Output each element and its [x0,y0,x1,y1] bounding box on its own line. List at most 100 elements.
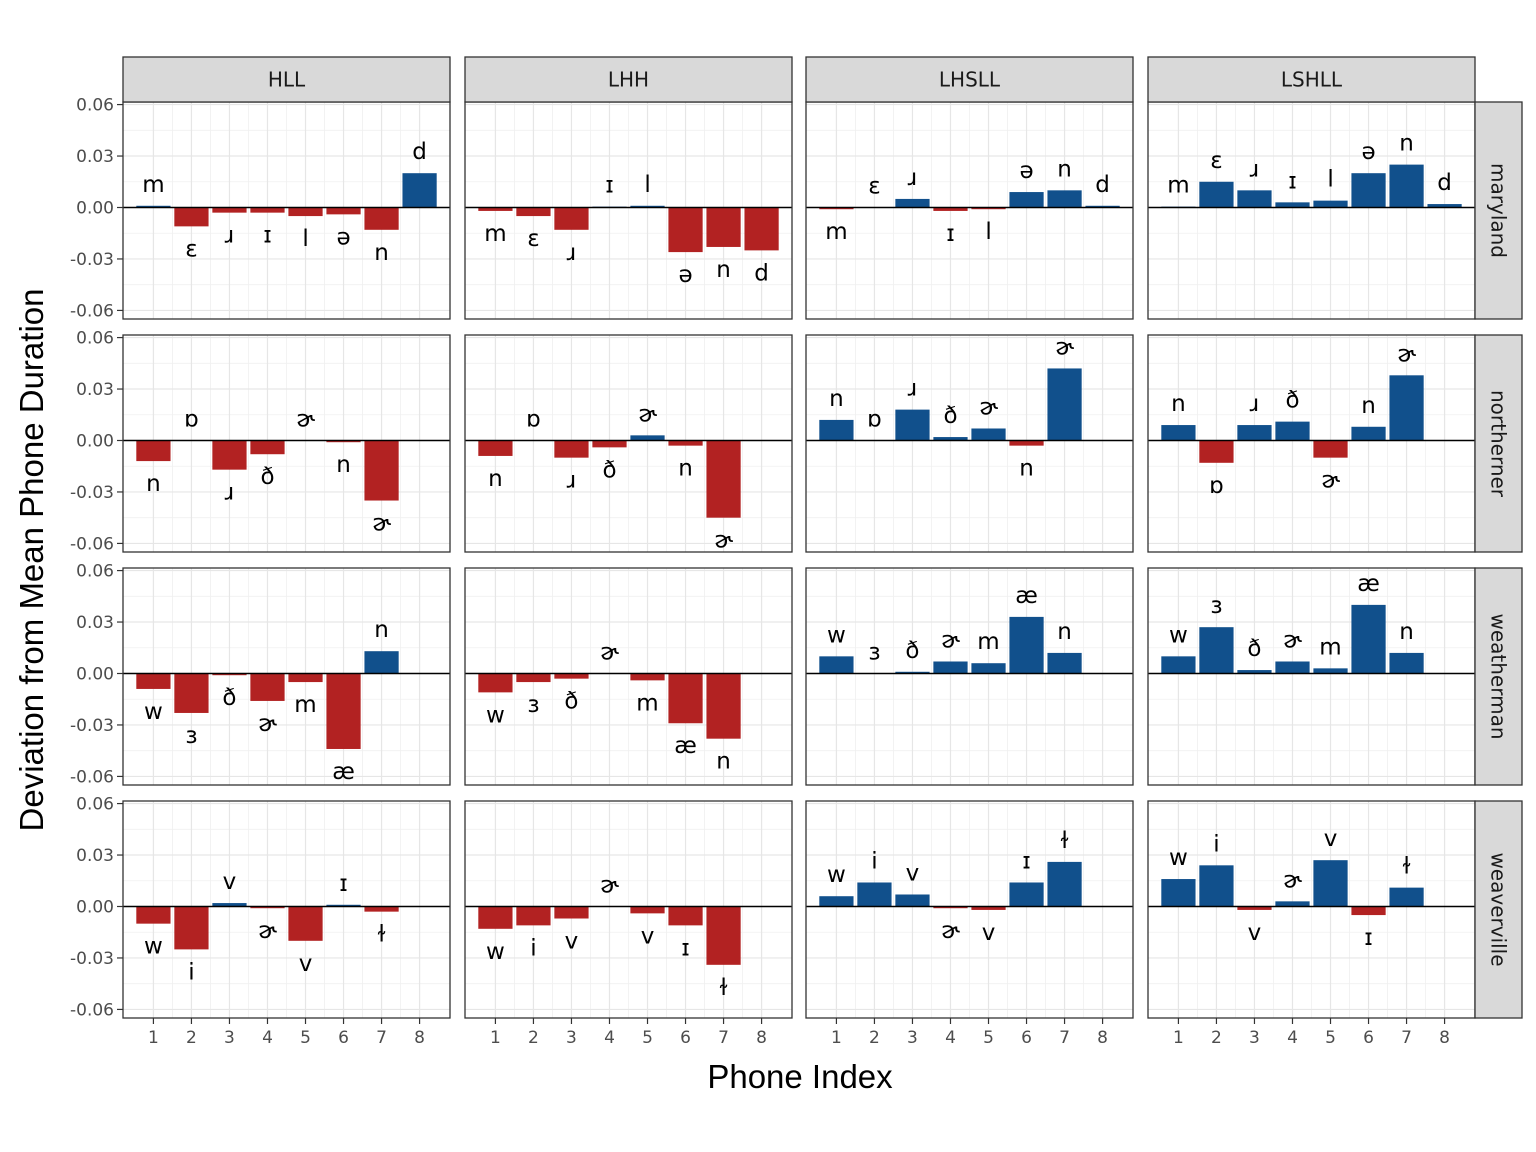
strip-label-weatherman: weatherman [1487,613,1511,739]
phone-label-weaverville-LHSLL-3: v [906,860,920,886]
phone-label-weaverville-LSHLL-7: ɫ [1402,854,1411,880]
bar-weatherman-LHH-3 [554,673,589,679]
y-tick-label: 0.03 [76,613,114,633]
x-tick-label: 2 [186,1028,197,1048]
bar-weaverville-LSHLL-4 [1275,901,1310,907]
bar-maryland-LHSLL-8 [1085,205,1120,208]
phone-label-maryland-LHSLL-6: ə [1019,158,1033,184]
bar-maryland-HLL-7 [364,207,399,230]
y-tick-label: -0.03 [70,716,114,736]
phone-label-weatherman-LHH-6: æ [674,733,697,759]
phone-label-maryland-LHSLL-5: l [985,219,991,245]
x-tick-label: 6 [680,1028,691,1048]
bar-northerner-LHH-4 [592,440,627,448]
panel-border [805,334,1134,553]
bar-weaverville-LSHLL-1 [1161,879,1196,907]
bar-northerner-LSHLL-6 [1351,426,1386,441]
bar-maryland-LHH-6 [668,207,703,253]
bar-maryland-HLL-8 [402,173,437,208]
x-tick-label: 6 [1021,1028,1032,1048]
phone-label-weatherman-HLL-1: w [144,699,163,725]
strip-label-northerner: northerner [1487,390,1511,498]
x-tick-label: 3 [907,1028,918,1048]
phone-label-weaverville-LHH-1: w [486,939,505,965]
bar-weaverville-LHH-3 [554,906,589,919]
phone-label-maryland-LHH-4: ɪ [605,173,614,199]
bar-northerner-LSHLL-4 [1275,421,1310,441]
panel-border [805,800,1134,1019]
phone-label-maryland-LHH-8: d [754,260,769,286]
phone-label-maryland-LHH-1: m [484,221,506,247]
bar-northerner-LHH-7 [706,440,741,518]
strip-LHH [464,56,793,103]
phone-label-weatherman-LSHLL-4: ɚ [1283,627,1302,653]
phone-label-northerner-LSHLL-1: n [1171,391,1186,417]
bar-maryland-LSHLL-4 [1275,202,1310,208]
y-axis-title: Deviation from Mean Phone Duration [13,289,50,832]
x-tick-label: 4 [1287,1028,1298,1048]
phone-label-northerner-LHH-5: ɚ [638,401,657,427]
bar-northerner-HLL-1 [136,440,171,462]
bar-maryland-HLL-1 [136,205,171,208]
phone-label-northerner-HLL-6: n [336,452,351,478]
phone-label-maryland-HLL-4: ɪ [263,223,272,249]
phone-label-weaverville-LHSLL-6: ɪ [1022,848,1031,874]
x-tick-label: 8 [1439,1028,1450,1048]
bar-weatherman-LHSLL-5 [971,663,1006,674]
x-tick-label: 8 [414,1028,425,1048]
bar-weatherman-LSHLL-6 [1351,604,1386,674]
phone-label-weatherman-LSHLL-6: æ [1357,571,1380,597]
x-tick-label: 2 [1211,1028,1222,1048]
bar-northerner-LSHLL-7 [1389,375,1424,441]
phone-label-maryland-LSHLL-4: ɪ [1288,168,1297,194]
phone-label-weaverville-LHH-3: v [565,929,579,955]
bar-northerner-LHH-6 [668,440,703,446]
bar-northerner-LSHLL-5 [1313,440,1348,458]
bar-weatherman-LSHLL-1 [1161,656,1196,674]
phone-label-weatherman-LHH-7: n [716,749,731,775]
bar-weaverville-LHH-7 [706,906,741,965]
phone-label-weatherman-HLL-5: m [294,692,316,718]
phone-label-weatherman-LHSLL-7: n [1057,619,1072,645]
bar-weaverville-LHSLL-3 [895,894,930,907]
bar-weaverville-HLL-3 [212,903,247,907]
phone-label-weaverville-HLL-5: v [299,951,313,977]
phone-label-maryland-LSHLL-7: n [1399,131,1414,157]
phone-label-weatherman-HLL-2: ɜ [185,723,197,749]
phone-label-weatherman-LHH-1: w [486,702,505,728]
phone-label-maryland-HLL-2: ɛ [185,236,197,262]
bar-weaverville-HLL-4 [250,906,285,909]
phone-label-weatherman-HLL-7: n [374,617,389,643]
x-tick-label: 1 [148,1028,159,1048]
phone-label-weatherman-HLL-6: æ [332,759,355,785]
bar-maryland-HLL-2 [174,207,209,227]
bar-weatherman-LHSLL-1 [819,656,854,674]
phone-label-northerner-LSHLL-5: ɚ [1321,468,1340,494]
phone-label-maryland-LHSLL-3: ɹ [908,165,918,191]
bar-northerner-LHH-5 [630,435,665,441]
bar-weatherman-LHH-6 [668,673,703,724]
bar-weaverville-LHH-5 [630,906,665,914]
x-tick-label: 5 [642,1028,653,1048]
phone-label-northerner-LHH-7: ɚ [714,528,733,554]
phone-label-maryland-LSHLL-8: d [1437,170,1452,196]
x-tick-label: 4 [604,1028,615,1048]
bar-northerner-LSHLL-1 [1161,425,1196,441]
bar-maryland-LSHLL-2 [1199,181,1234,208]
phone-label-northerner-LHH-2: ɒ [526,406,541,432]
bar-weaverville-HLL-1 [136,906,171,924]
bar-maryland-LSHLL-6 [1351,173,1386,208]
phone-label-maryland-HLL-3: ɹ [225,223,235,249]
strip-weatherman [1474,567,1523,786]
bar-weaverville-LHSLL-4 [933,906,968,909]
strip-label-maryland: maryland [1487,163,1511,258]
phone-label-weaverville-HLL-7: ɫ [377,922,386,948]
x-tick-label: 4 [945,1028,956,1048]
phone-label-maryland-LSHLL-6: ə [1361,139,1375,165]
bar-maryland-LHSLL-3 [895,198,930,208]
y-tick-label: -0.03 [70,250,114,270]
bar-maryland-LHH-3 [554,207,589,230]
phone-label-maryland-LHSLL-2: ɛ [868,173,880,199]
phone-label-northerner-LHSLL-1: n [829,386,844,412]
phone-label-weatherman-HLL-3: ð [222,685,236,711]
